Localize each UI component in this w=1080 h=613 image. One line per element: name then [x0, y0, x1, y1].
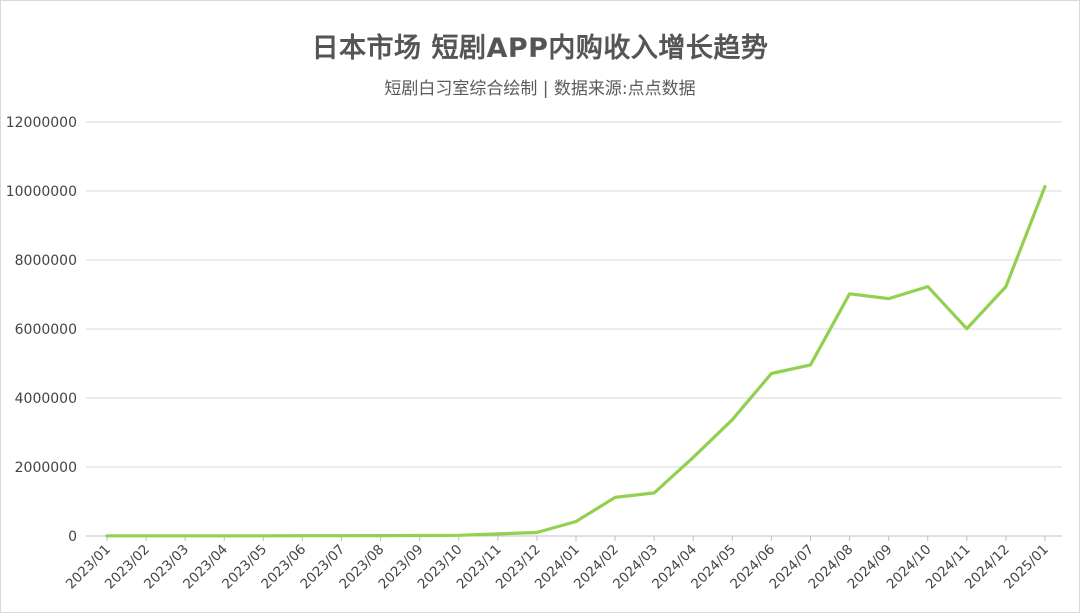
chart-title: 日本市场 短剧APP内购收入增长趋势 — [311, 33, 769, 64]
y-tick-label: 0 — [68, 529, 77, 545]
y-tick-label: 4000000 — [15, 391, 77, 407]
y-axis: 0 2000000 4000000 6000000 8000000 10000000 120… — [6, 115, 77, 545]
y-tick-label: 2000000 — [15, 460, 77, 476]
chart-subtitle: 短剧白习室综合绘制 | 数据来源:点点数据 — [384, 79, 696, 99]
series-lines — [105, 184, 1047, 538]
y-tick-label: 12000000 — [6, 115, 77, 131]
y-tick-label: 6000000 — [15, 322, 77, 338]
x-axis: 2023/012023/022023/032023/042023/052023/… — [63, 536, 1052, 592]
y-tick-label: 10000000 — [6, 184, 77, 200]
series-line — [105, 184, 1047, 538]
gridlines — [86, 121, 1062, 537]
y-tick-label: 8000000 — [15, 253, 77, 269]
